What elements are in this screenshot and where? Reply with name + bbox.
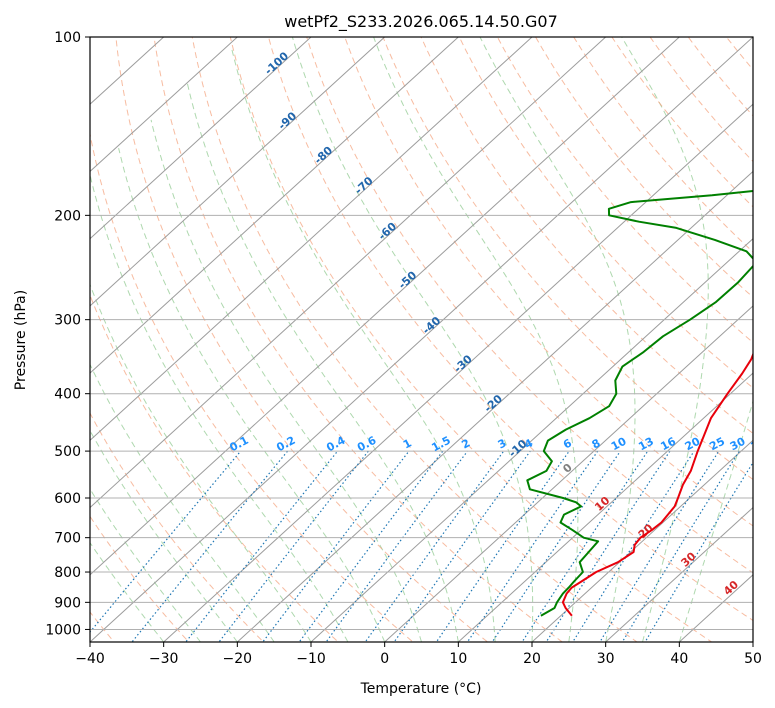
- dry-adiabats: [90, 37, 753, 642]
- x-tick-label: −20: [223, 651, 253, 667]
- isotherm-line: [383, 305, 753, 642]
- x-tick-label: 30: [597, 651, 615, 667]
- dry-adiabat-line: [306, 37, 753, 574]
- moist-adiabat-line: [90, 363, 275, 642]
- mixing-ratio-label: 36: [749, 435, 769, 454]
- moist-adiabat-line: [479, 37, 636, 642]
- moist-adiabat-line: [621, 37, 709, 642]
- moist-adiabat-line: [150, 119, 422, 642]
- isotherm-line: [90, 37, 239, 173]
- moist-adiabat-line: [678, 399, 753, 642]
- dry-adiabat-line: [420, 37, 753, 435]
- isotherm-line: [310, 237, 753, 642]
- pressure-gridlines: [90, 37, 753, 630]
- x-tick-label: −10: [296, 651, 326, 667]
- mixing-ratio-label: 16: [658, 435, 678, 454]
- y-tick-label: 300: [54, 313, 81, 329]
- moist-adiabat-line: [90, 429, 238, 642]
- isotherm-line: [90, 37, 681, 576]
- y-axis-title: Pressure (hPa): [13, 290, 29, 390]
- x-axis: −40 −30 −20 −10 0 10 20 30 40 50: [75, 642, 762, 667]
- isotherm-line: [90, 37, 533, 442]
- plot-area: -100-90-80-70-60-50-40-30-20-10010203040…: [90, 37, 769, 642]
- isotherm-line: [90, 37, 460, 374]
- moist-adiabat-line: [291, 37, 534, 642]
- y-axis: 100 200 300 400 500 600 700 800 900 1000: [45, 30, 90, 638]
- dry-adiabat-line: [153, 37, 564, 642]
- dry-adiabat-line: [90, 293, 339, 642]
- moist-adiabat-line: [230, 46, 496, 642]
- mixing-ratio-label: 13: [636, 435, 656, 454]
- y-tick-label: 100: [54, 30, 81, 46]
- isotherm-line: [90, 37, 753, 642]
- dry-adiabat-line: [90, 131, 414, 642]
- isotherm-line: [236, 170, 753, 642]
- isotherm-line: [531, 439, 753, 642]
- mixing-ratio-label: 30: [728, 435, 748, 454]
- isotherm-line: [90, 37, 607, 509]
- y-tick-label: 200: [54, 208, 81, 224]
- isotherm-line: [604, 506, 753, 642]
- dry-adiabat-line: [115, 37, 489, 642]
- y-tick-label: 900: [54, 595, 81, 611]
- x-tick-label: 10: [449, 651, 467, 667]
- chart-title: wetPf2_S233.2026.065.14.50.G07: [284, 12, 558, 32]
- dry-adiabat-line: [458, 37, 753, 389]
- dry-adiabat-line: [267, 37, 753, 622]
- plot-frame: [89, 36, 754, 643]
- dry-adiabat-line: [191, 37, 638, 642]
- isotherm-line: [90, 37, 386, 307]
- x-tick-label: −40: [75, 651, 105, 667]
- mixing-ratio-label: 25: [707, 435, 727, 454]
- x-axis-title: Temperature (°C): [360, 681, 482, 697]
- dry-adiabat-line: [344, 37, 753, 527]
- moist-adiabat-line: [90, 541, 165, 642]
- dry-adiabat-line: [229, 37, 713, 642]
- x-tick-label: −30: [149, 651, 179, 667]
- temperature-profile-line: [561, 351, 753, 617]
- profile-series: [526, 189, 753, 617]
- isotherm-line: [90, 37, 312, 240]
- mixing-ratio-label: 10: [609, 434, 629, 453]
- x-tick-label: 50: [744, 651, 762, 667]
- isotherm-line: [457, 372, 753, 642]
- moist-adiabat-line: [90, 173, 349, 642]
- isotherm-line: [162, 103, 753, 642]
- x-tick-label: 20: [523, 651, 541, 667]
- x-tick-label: 40: [670, 651, 688, 667]
- x-tick-label: 0: [380, 651, 389, 667]
- y-tick-label: 700: [54, 531, 81, 547]
- dewpoint-profile-line: [526, 189, 753, 617]
- dry-adiabat-line: [535, 37, 753, 298]
- y-tick-label: 800: [54, 565, 81, 581]
- isotherms: [90, 37, 753, 642]
- moist-adiabat-line: [90, 283, 312, 642]
- y-tick-label: 500: [54, 444, 81, 460]
- dry-adiabat-line: [496, 37, 753, 344]
- y-tick-label: 600: [54, 491, 81, 507]
- y-tick-label: 1000: [45, 622, 81, 638]
- y-tick-label: 400: [54, 387, 81, 403]
- moist-adiabat-line: [90, 488, 201, 642]
